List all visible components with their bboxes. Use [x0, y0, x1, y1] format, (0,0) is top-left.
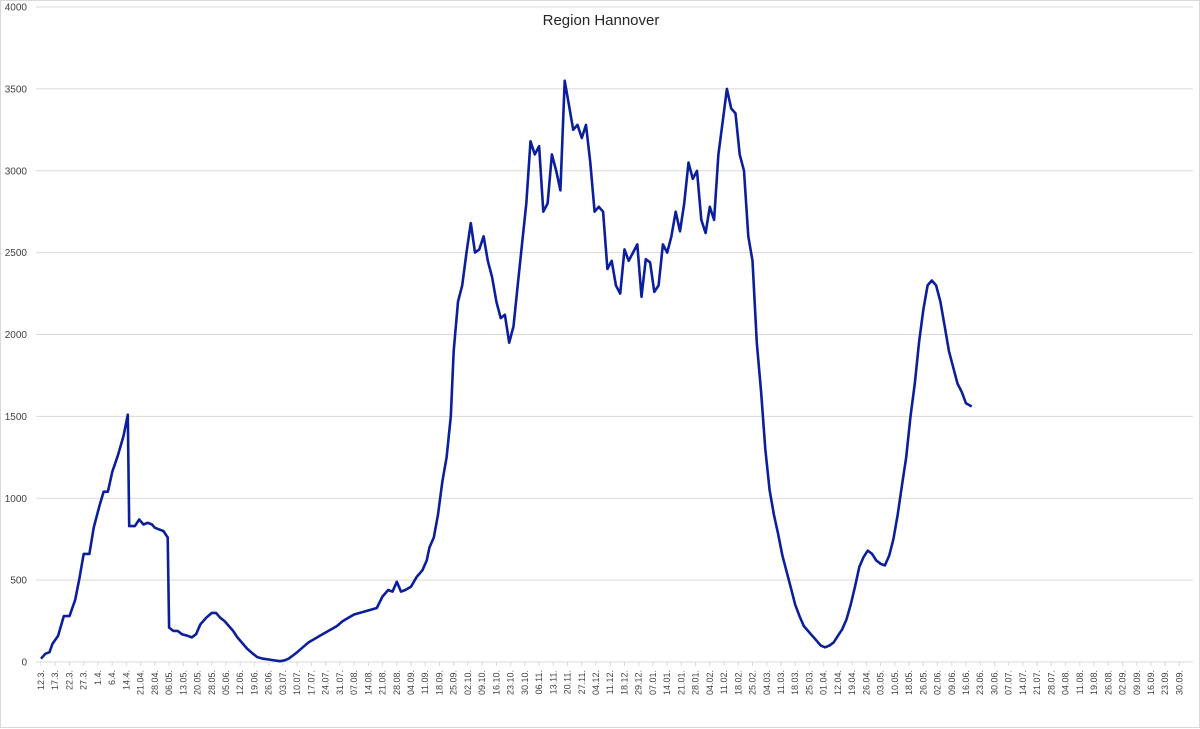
x-tick-label: 21.07. [1032, 670, 1042, 695]
x-tick-label: 11.09. [420, 670, 430, 694]
y-tick-label: 1000 [5, 494, 28, 505]
y-tick-label: 1500 [5, 412, 28, 423]
x-tick-label: 22.3. [64, 670, 74, 690]
y-tick-label: 3500 [5, 84, 28, 95]
x-tick-label: 18.05. [904, 670, 914, 695]
x-tick-label: 23.10. [506, 670, 516, 695]
y-tick-label: 0 [21, 658, 27, 669]
x-tick-label: 07.07. [1004, 670, 1014, 695]
x-tick-label: 24.07. [321, 670, 331, 695]
x-tick-label: 20.05. [193, 670, 203, 695]
x-tick-label: 28.04. [150, 670, 160, 695]
x-tick-label: 17.07. [306, 670, 316, 695]
series-line [40, 79, 973, 663]
grid-lines [36, 6, 1193, 663]
y-tick-label: 500 [10, 576, 27, 587]
x-tick-label: 14.07. [1018, 670, 1028, 695]
x-tick-label: 12.04. [833, 670, 843, 695]
x-tick-label: 28.05. [207, 670, 217, 695]
x-tick-label: 11.08. [1075, 670, 1085, 694]
x-tick-label: 26.08. [1103, 670, 1113, 695]
x-tick-label: 20.11. [563, 670, 573, 694]
x-tick-label: 07.08. [349, 670, 359, 695]
x-tick-label: 6.4. [107, 670, 117, 685]
x-tick-label: 18.03. [790, 670, 800, 695]
x-tick-label: 04.12. [591, 670, 601, 695]
x-axis-ticks: 12.3. 17.3. 22.3. 27.3. 1.4. 6.4. 14.4. 21.04. 2… [36, 662, 1184, 695]
x-tick-label: 23.09. [1160, 670, 1170, 695]
x-tick-label: 21.08. [378, 670, 388, 695]
x-tick-label: 04.08. [1061, 670, 1071, 695]
x-tick-label: 21.04. [136, 670, 146, 695]
x-tick-label: 04.03. [762, 670, 772, 695]
x-tick-label: 04.09. [406, 670, 416, 695]
x-tick-label: 26.04. [861, 670, 871, 695]
x-tick-label: 12.3. [36, 670, 46, 690]
x-tick-label: 14.08. [363, 670, 373, 695]
x-tick-label: 17.3. [50, 670, 60, 690]
x-tick-label: 11.02. [719, 670, 729, 694]
x-tick-label: 02.09. [1118, 670, 1128, 695]
x-tick-label: 23.06. [975, 670, 985, 695]
x-tick-label: 28.07. [1046, 670, 1056, 695]
x-tick-label: 03.05. [876, 670, 886, 695]
y-tick-label: 3000 [5, 166, 28, 177]
x-tick-label: 27.3. [79, 670, 89, 690]
x-tick-label: 02.06. [933, 670, 943, 695]
x-tick-label: 09.06. [947, 670, 957, 695]
x-tick-label: 13.11. [548, 670, 558, 694]
x-tick-label: 16.06. [961, 670, 971, 695]
x-tick-label: 11.12. [605, 670, 615, 694]
x-tick-label: 19.06. [249, 670, 259, 695]
x-tick-label: 13.05. [178, 670, 188, 695]
y-tick-label: 2500 [5, 248, 28, 259]
x-tick-label: 30.10. [520, 670, 530, 695]
x-tick-label: 18.09. [434, 670, 444, 695]
x-tick-label: 06.11. [534, 670, 544, 694]
y-tick-label: 4000 [5, 3, 28, 14]
x-tick-label: 28.08. [392, 670, 402, 695]
x-tick-label: 09.10. [477, 670, 487, 695]
x-tick-label: 02.10. [463, 670, 473, 695]
x-tick-label: 14.4. [121, 670, 131, 690]
x-tick-label: 19.04. [847, 670, 857, 695]
x-tick-label: 10.07. [292, 670, 302, 695]
x-tick-label: 28.01. [691, 670, 701, 695]
x-tick-label: 01.04. [819, 670, 829, 695]
x-tick-label: 29.12. [634, 670, 644, 695]
x-tick-label: 06.05. [164, 670, 174, 695]
x-tick-label: 25.09. [449, 670, 459, 695]
x-tick-label: 11.03. [776, 670, 786, 694]
x-tick-label: 04.02. [705, 670, 715, 695]
x-tick-label: 05.06. [221, 670, 231, 695]
x-tick-label: 25.02. [748, 670, 758, 695]
x-tick-label: 25.03. [804, 670, 814, 695]
y-axis-ticks: 0 500 1000 1500 2000 2500 3000 3500 4000 [5, 3, 28, 669]
x-tick-label: 30.06. [989, 670, 999, 695]
x-tick-label: 09.09. [1132, 670, 1142, 695]
x-tick-label: 19.08. [1089, 670, 1099, 695]
x-tick-label: 12.06. [235, 670, 245, 695]
x-tick-label: 1.4. [93, 670, 103, 685]
x-tick-label: 26.05. [918, 670, 928, 695]
x-tick-label: 03.07. [278, 670, 288, 695]
x-tick-label: 16.09. [1146, 670, 1156, 695]
y-tick-label: 2000 [5, 330, 28, 341]
x-tick-label: 16.10. [491, 670, 501, 695]
x-tick-label: 30.09. [1174, 670, 1184, 695]
x-tick-label: 18.12. [619, 670, 629, 695]
x-tick-label: 10.05. [890, 670, 900, 695]
x-tick-label: 18.02. [733, 670, 743, 695]
x-tick-label: 27.11. [577, 670, 587, 694]
x-tick-label: 26.06. [264, 670, 274, 695]
x-tick-label: 21.01. [676, 670, 686, 695]
x-tick-label: 31.07. [335, 670, 345, 695]
x-tick-label: 14.01. [662, 670, 672, 695]
x-tick-label: 07.01. [648, 670, 658, 695]
chart-title: Region Hannover [543, 12, 660, 29]
